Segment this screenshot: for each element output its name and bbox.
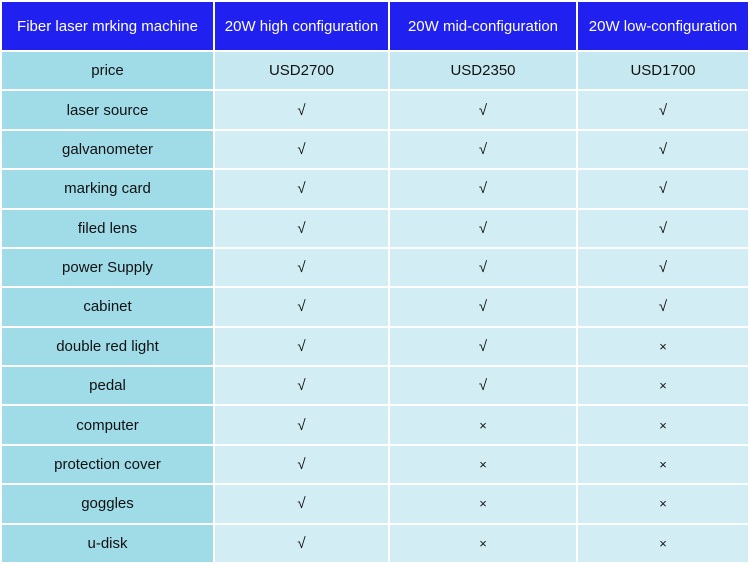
included-mark-high: √	[215, 209, 388, 247]
included-mark-high: √	[215, 327, 388, 365]
table-row: double red light √ √ ×	[2, 327, 748, 365]
table-row: cabinet √ √ √	[2, 288, 748, 326]
included-mark-mid: √	[390, 248, 576, 287]
included-mark-high: √	[215, 485, 388, 523]
feature-label: computer	[2, 406, 213, 444]
header-high-configuration: 20W high configuration	[215, 2, 388, 50]
feature-label: filed lens	[2, 209, 213, 247]
included-mark-low: √	[578, 248, 748, 287]
included-mark-mid: √	[390, 288, 576, 326]
included-mark-mid: √	[390, 367, 576, 405]
excluded-mark-mid: ×	[390, 485, 576, 523]
included-mark-high: √	[215, 445, 388, 484]
included-mark-high: √	[215, 288, 388, 326]
table-row: power Supply √ √ √	[2, 248, 748, 287]
feature-label: marking card	[2, 170, 213, 208]
included-mark-mid: √	[390, 91, 576, 129]
feature-label: cabinet	[2, 288, 213, 326]
price-label: price	[2, 52, 213, 90]
included-mark-high: √	[215, 367, 388, 405]
excluded-mark-mid: ×	[390, 445, 576, 484]
excluded-mark-mid: ×	[390, 406, 576, 444]
included-mark-mid: √	[390, 209, 576, 247]
excluded-mark-low: ×	[578, 445, 748, 484]
included-mark-mid: √	[390, 130, 576, 169]
header-low-configuration: 20W low-configuration	[578, 2, 748, 50]
feature-label: u-disk	[2, 524, 213, 562]
header-mid-configuration: 20W mid-configuration	[390, 2, 576, 50]
header-row: Fiber laser mrking machine 20W high conf…	[2, 2, 748, 50]
included-mark-high: √	[215, 91, 388, 129]
table-row: goggles √ × ×	[2, 485, 748, 523]
feature-label: galvanometer	[2, 130, 213, 169]
table-row: galvanometer √ √ √	[2, 130, 748, 169]
price-high: USD2700	[215, 52, 388, 90]
table-row: protection cover √ × ×	[2, 445, 748, 484]
included-mark-low: √	[578, 170, 748, 208]
included-mark-high: √	[215, 170, 388, 208]
table-row: laser source √ √ √	[2, 91, 748, 129]
included-mark-low: √	[578, 209, 748, 247]
excluded-mark-mid: ×	[390, 524, 576, 562]
table-row: marking card √ √ √	[2, 170, 748, 208]
included-mark-high: √	[215, 524, 388, 562]
excluded-mark-low: ×	[578, 367, 748, 405]
feature-label: pedal	[2, 367, 213, 405]
included-mark-mid: √	[390, 170, 576, 208]
table-body: price USD2700 USD2350 USD1700 laser sour…	[2, 52, 748, 562]
feature-label: power Supply	[2, 248, 213, 287]
table-row: pedal √ √ ×	[2, 367, 748, 405]
included-mark-low: √	[578, 288, 748, 326]
header-machine: Fiber laser mrking machine	[2, 2, 213, 50]
price-mid: USD2350	[390, 52, 576, 90]
feature-label: protection cover	[2, 445, 213, 484]
excluded-mark-low: ×	[578, 485, 748, 523]
feature-label: goggles	[2, 485, 213, 523]
feature-label: double red light	[2, 327, 213, 365]
price-low: USD1700	[578, 52, 748, 90]
price-row: price USD2700 USD2350 USD1700	[2, 52, 748, 90]
included-mark-low: √	[578, 91, 748, 129]
excluded-mark-low: ×	[578, 327, 748, 365]
included-mark-high: √	[215, 406, 388, 444]
included-mark-high: √	[215, 130, 388, 169]
excluded-mark-low: ×	[578, 406, 748, 444]
excluded-mark-low: ×	[578, 524, 748, 562]
table-row: filed lens √ √ √	[2, 209, 748, 247]
included-mark-mid: √	[390, 327, 576, 365]
feature-label: laser source	[2, 91, 213, 129]
table-row: computer √ × ×	[2, 406, 748, 444]
included-mark-low: √	[578, 130, 748, 169]
included-mark-high: √	[215, 248, 388, 287]
table-row: u-disk √ × ×	[2, 524, 748, 562]
table-header: Fiber laser mrking machine 20W high conf…	[2, 2, 748, 50]
